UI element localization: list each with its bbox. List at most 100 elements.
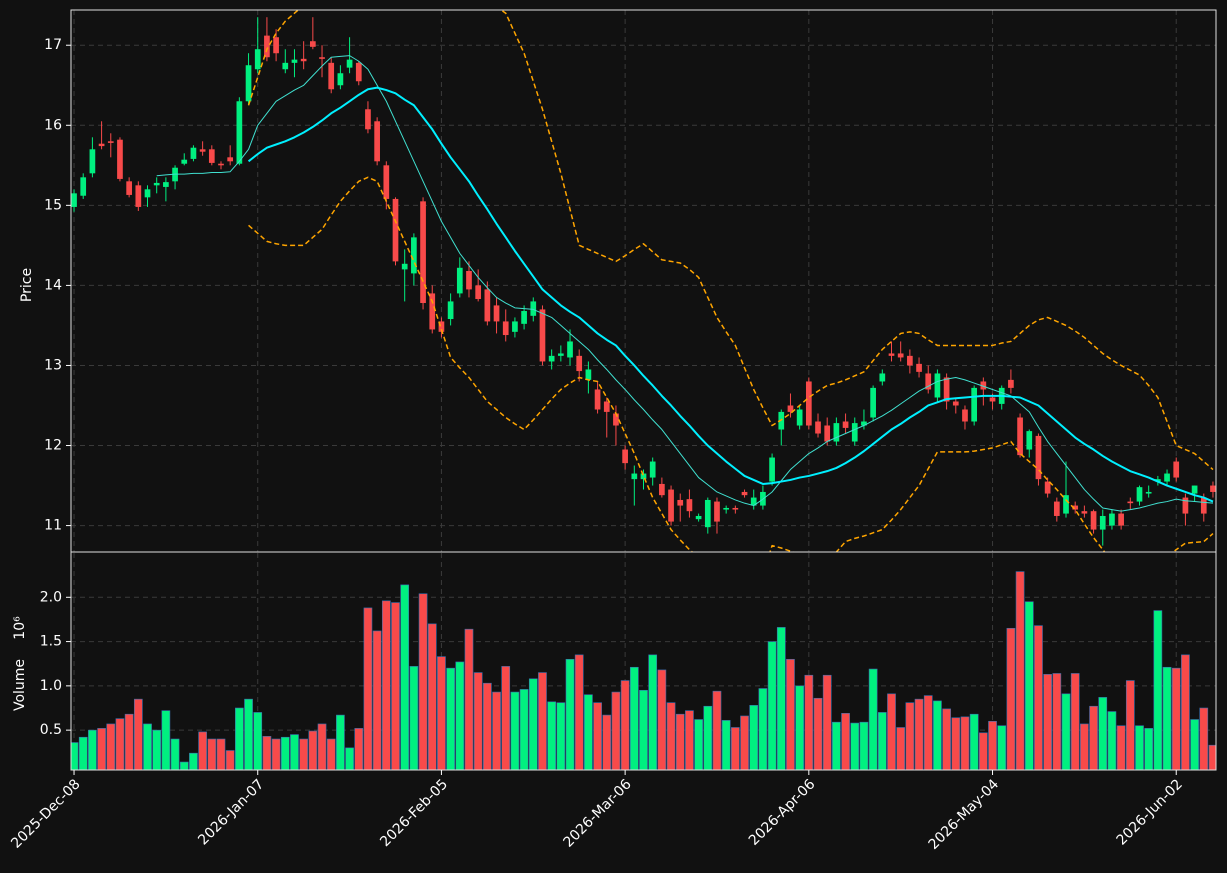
volume-bar <box>1199 707 1209 770</box>
candle-body <box>199 149 206 152</box>
volume-bar <box>538 672 547 770</box>
candle-body <box>989 397 996 402</box>
candle-body <box>1063 495 1069 514</box>
candle-body <box>190 147 197 159</box>
volume-bar <box>758 688 768 770</box>
candle-body <box>1136 487 1143 502</box>
volume-bar <box>1135 725 1144 770</box>
candle-body <box>714 501 720 522</box>
candle-body <box>1053 501 1060 516</box>
candle-body <box>98 143 105 147</box>
candle-body <box>980 381 987 390</box>
volume-bar <box>1181 654 1190 770</box>
volume-bar <box>951 717 961 770</box>
volume-bar <box>519 689 529 770</box>
overlay-layer <box>156 10 1214 552</box>
candle-body <box>466 270 472 290</box>
candle-body <box>824 425 831 442</box>
volume-bar <box>391 602 400 770</box>
volume-bar <box>290 734 299 770</box>
volume-bar <box>868 668 878 770</box>
volume-bar <box>1043 674 1052 770</box>
candle-body <box>107 141 114 143</box>
volume-bar <box>308 730 318 770</box>
candle-body <box>631 473 638 480</box>
candle-body <box>1099 515 1106 530</box>
volume-bar <box>216 738 226 770</box>
volume-bar <box>427 623 437 770</box>
volume-bar <box>639 689 648 770</box>
candle-body <box>401 263 408 270</box>
candle-body <box>668 489 674 522</box>
volume-bar <box>152 729 162 770</box>
volume-bar <box>574 654 584 770</box>
volume-bar <box>1116 725 1126 770</box>
candle-body <box>484 289 491 322</box>
candle-body <box>1035 435 1042 480</box>
volume-frame <box>70 551 1217 771</box>
candle-body <box>962 409 968 422</box>
candle-body <box>833 423 840 442</box>
volume-bar <box>611 691 621 770</box>
volume-bar <box>813 697 823 770</box>
candle-body <box>704 499 711 528</box>
volume-bar <box>143 723 152 770</box>
volume-bar <box>1153 610 1163 770</box>
volume-bar <box>207 738 217 770</box>
volume-bar <box>1024 601 1034 770</box>
y-tick-label: 2.0 <box>40 589 62 605</box>
candle-body <box>126 181 132 195</box>
volume-bar <box>244 698 253 770</box>
candle-body <box>392 198 399 262</box>
volume-bar <box>1080 723 1089 770</box>
volume-bar <box>400 584 410 770</box>
candle-body <box>952 401 959 406</box>
candle-body <box>907 355 913 366</box>
candle-body <box>153 182 160 186</box>
volume-bar <box>914 698 924 770</box>
price-axis-label: Price <box>19 268 35 302</box>
candle-body <box>1182 497 1189 514</box>
volume-bar <box>133 698 143 770</box>
volume-bar <box>675 713 685 770</box>
volume-bar <box>657 669 667 770</box>
volume-bar <box>712 690 722 770</box>
y-tick-label: 14 <box>44 277 62 293</box>
y-tick-label: 12 <box>44 438 62 454</box>
volume-bar <box>510 691 520 770</box>
volume-bar <box>372 630 382 770</box>
candle-body <box>1118 513 1124 526</box>
candle-body <box>622 449 628 464</box>
volume-bar <box>317 723 327 770</box>
volume-bar <box>584 694 593 770</box>
candle-body <box>539 309 546 362</box>
candle-body <box>411 237 417 274</box>
volume-offset-label: 10⁶ <box>12 616 28 640</box>
candle-body <box>934 373 941 398</box>
volume-bar <box>280 736 290 770</box>
volume-bar <box>997 725 1007 770</box>
volume-bar <box>1208 744 1216 770</box>
volume-bar <box>170 738 180 770</box>
candle-body <box>603 401 610 412</box>
volume-bar <box>97 728 106 770</box>
candle-body <box>245 65 252 102</box>
volume-bar <box>685 710 694 770</box>
volume-bar <box>271 738 281 770</box>
volume-bar <box>556 702 566 770</box>
candle-body <box>659 483 665 496</box>
candle-body <box>723 507 730 510</box>
candle-body <box>695 515 702 520</box>
volume-bar <box>78 736 88 770</box>
candle-body <box>741 491 748 496</box>
candle-body <box>1026 431 1033 450</box>
candle-body <box>319 57 325 59</box>
candle-body <box>300 58 307 62</box>
candle-body <box>328 62 335 90</box>
volume-layer <box>71 571 1216 770</box>
volume-bar <box>501 666 511 770</box>
volume-bar <box>969 713 979 770</box>
candle-body <box>502 321 509 336</box>
volume-bar <box>464 628 474 770</box>
